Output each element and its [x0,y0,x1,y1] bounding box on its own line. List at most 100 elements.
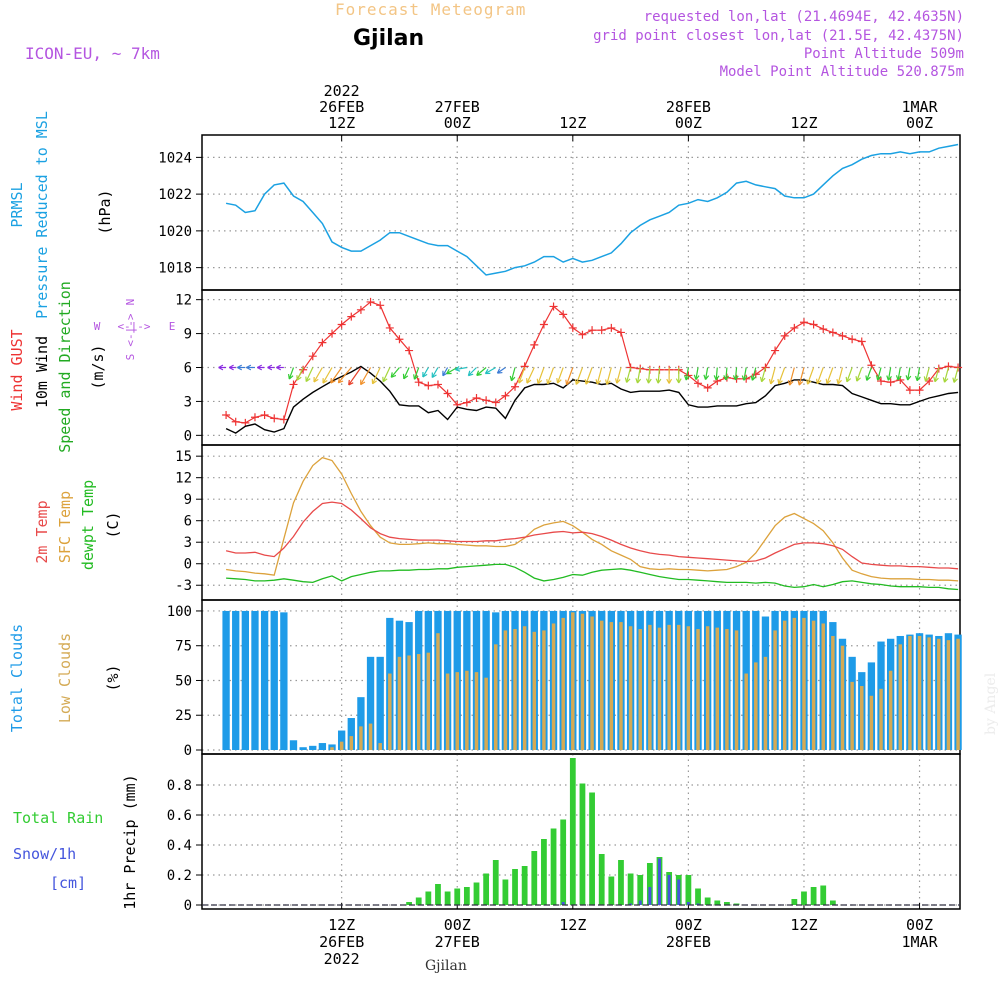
wind-arrow-head [246,364,252,371]
rain-bar [569,758,576,905]
wind-direction-arrow [442,367,449,377]
wind-arrow-head [825,378,832,385]
wind-arrow-head [526,378,532,384]
snow-bar [696,903,700,905]
low-cloud-bar [426,652,431,750]
wind-arrow-head [635,378,642,384]
low-cloud-bar [397,656,402,750]
gust-marker [780,331,789,340]
low-cloud-bar [455,672,459,750]
wind-arrow-head [565,379,571,386]
wind-direction-arrow [518,367,526,384]
y-tick-label: 3 [184,394,192,410]
rain-bar [589,792,595,905]
dewpt-line [226,563,959,591]
total-cloud-bar [241,610,250,750]
wind-direction-arrow [734,367,738,381]
snow-bar [629,903,633,905]
rain-bar [521,866,528,905]
low-cloud-bar [619,622,623,750]
wind-arrow-head [905,375,912,381]
gust-marker [588,326,597,335]
wind-arrow-head [952,377,958,383]
gust-marker [260,410,269,419]
wind-direction-label: Speed and Direction [56,281,74,453]
compass-n: N [124,299,137,306]
wind-direction-arrow [566,367,574,385]
wind-arrow-head [218,364,224,371]
bottom-time-label: 28FEB [666,933,711,951]
wind-direction-arrow [403,367,410,380]
rain-bar [492,860,499,905]
bottom-time-label: 12Z [328,916,355,934]
total-cloud-bar [251,610,259,750]
low-cloud-bar [368,723,373,750]
y-tick-label: 0.2 [167,868,192,884]
gust-marker [366,297,375,306]
wind-arrow-head [296,375,302,381]
wind-direction-arrow [585,367,593,385]
gust-marker [395,335,404,344]
wind-direction-arrow [798,367,805,386]
wind-direction-arrow [330,367,343,384]
wind-arrow-head [546,378,552,385]
gust-marker [414,378,423,387]
wind-arrow-head [923,376,930,382]
wind-direction-arrow [846,367,853,383]
gust-marker [799,318,808,327]
rain-bar [454,888,461,905]
bottom-time-label: 12Z [559,916,586,934]
gust-marker [539,320,548,329]
wind-arrow-head [517,377,524,384]
wind-direction-arrow [647,367,651,384]
low-cloud-bar [831,635,835,750]
low-cloud-bar [359,726,363,750]
rain-bar [724,902,730,905]
wind-direction-arrow [916,367,921,381]
temp2m-label: 2m Temp [33,500,51,563]
wind-arrow-head [895,375,902,381]
gust-marker [848,335,857,344]
y-tick-label: 0 [184,743,192,759]
snow-label: Snow/1h [13,845,76,863]
y-tick-label: 6 [184,514,192,530]
wind-arrow-head [806,379,812,385]
wind-direction-arrow [770,367,776,385]
gust-marker [905,386,914,395]
top-time-label: 28FEB [666,98,711,116]
clouds-unit: (%) [104,664,122,691]
low-cloud-bar [667,624,671,750]
low-cloud-bar [599,620,604,750]
rain-bar [685,875,692,905]
y-tick-label: 1022 [158,187,192,203]
low-cloud-bar [744,673,748,750]
gust-marker [877,377,886,386]
wind-direction-arrow [866,367,872,381]
gust-marker [925,377,934,386]
wind-arrow-head [431,372,437,378]
top-time-label: 00Z [906,114,933,132]
wind-direction-arrow [313,367,323,383]
wind-arrow-head [836,378,842,385]
gust-marker [491,398,500,407]
wind-direction-arrow [761,367,767,382]
gust-marker [694,379,703,388]
y-tick-label: 1020 [158,224,192,240]
bottom-time-label: 00Z [675,916,702,934]
total-cloud-bar [337,730,346,750]
snow-bar [658,858,661,905]
rain-bar [820,885,827,905]
total-cloud-bar [366,656,375,750]
temp2m-line [225,501,959,570]
pressure-unit: (hPa) [96,189,114,234]
gust-marker [462,398,471,407]
wind-direction-arrow [907,367,911,381]
low-cloud-bar [946,640,951,750]
low-cloud-bar [879,688,883,750]
total-cloud-bar [376,656,384,750]
compass-e: E [169,320,176,333]
gust-marker [270,414,279,423]
wind-arrow-head [759,376,766,383]
gust-marker [511,382,520,391]
snow-bar [648,887,652,905]
